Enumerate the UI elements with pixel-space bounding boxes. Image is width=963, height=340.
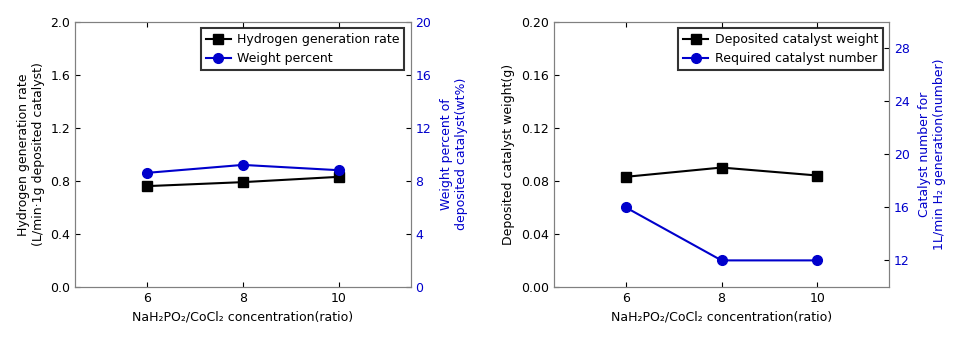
- Y-axis label: Hydrogen generation rate
(L/min·1g deposited catalyst): Hydrogen generation rate (L/min·1g depos…: [16, 62, 44, 246]
- Legend: Deposited catalyst weight, Required catalyst number: Deposited catalyst weight, Required cata…: [678, 28, 883, 70]
- Weight percent: [142, 171, 153, 175]
- Hydrogen generation rate: [237, 180, 248, 184]
- Hydrogen generation rate: [333, 175, 345, 179]
- Line: Weight percent: Weight percent: [143, 160, 344, 178]
- X-axis label: NaH₂PO₂/CoCl₂ concentration(ratio): NaH₂PO₂/CoCl₂ concentration(ratio): [611, 310, 832, 323]
- Deposited catalyst weight: [812, 173, 823, 177]
- Line: Hydrogen generation rate: Hydrogen generation rate: [143, 172, 344, 191]
- Weight percent: [333, 168, 345, 172]
- Deposited catalyst weight: [620, 175, 632, 179]
- Y-axis label: Catalyst number for
1L/min H₂ generation(number): Catalyst number for 1L/min H₂ generation…: [919, 58, 947, 250]
- Legend: Hydrogen generation rate, Weight percent: Hydrogen generation rate, Weight percent: [200, 28, 404, 70]
- Line: Required catalyst number: Required catalyst number: [621, 203, 822, 265]
- Required catalyst number: [620, 205, 632, 209]
- Hydrogen generation rate: [142, 184, 153, 188]
- Required catalyst number: [716, 258, 727, 262]
- Y-axis label: Deposited catalyst weight(g): Deposited catalyst weight(g): [503, 64, 515, 245]
- Y-axis label: Weight percent of
deposited catalyst(wt%): Weight percent of deposited catalyst(wt%…: [440, 78, 468, 231]
- Deposited catalyst weight: [716, 166, 727, 170]
- Weight percent: [237, 163, 248, 167]
- Required catalyst number: [812, 258, 823, 262]
- X-axis label: NaH₂PO₂/CoCl₂ concentration(ratio): NaH₂PO₂/CoCl₂ concentration(ratio): [132, 310, 353, 323]
- Line: Deposited catalyst weight: Deposited catalyst weight: [621, 163, 822, 182]
